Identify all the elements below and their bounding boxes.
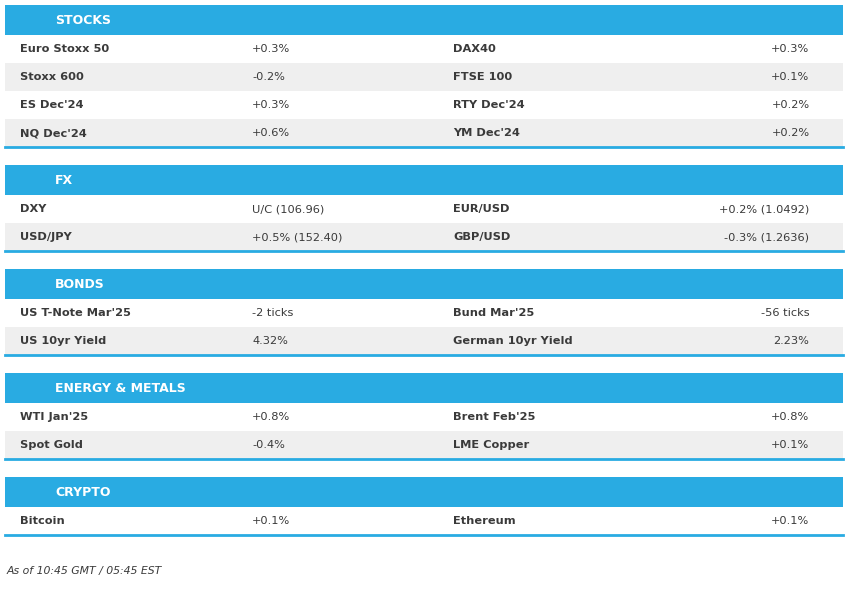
Text: Bitcoin: Bitcoin (20, 516, 64, 526)
Text: German 10yr Yield: German 10yr Yield (454, 336, 573, 346)
Text: Euro Stoxx 50: Euro Stoxx 50 (20, 44, 109, 54)
Text: DXY: DXY (20, 204, 47, 214)
Text: FTSE 100: FTSE 100 (454, 72, 512, 82)
Bar (5, 403, 843, 431)
Text: +0.2%: +0.2% (772, 100, 810, 110)
Bar (5, 91, 843, 119)
Text: LME Copper: LME Copper (454, 440, 530, 450)
Text: US T-Note Mar'25: US T-Note Mar'25 (20, 308, 131, 318)
Text: FX: FX (55, 174, 74, 187)
Text: +0.1%: +0.1% (771, 516, 810, 526)
Text: +0.1%: +0.1% (252, 516, 291, 526)
Text: 2.23%: 2.23% (773, 336, 810, 346)
Text: USD/JPY: USD/JPY (20, 232, 72, 242)
Text: EUR/USD: EUR/USD (454, 204, 510, 214)
Bar (5, 165, 843, 195)
Text: US 10yr Yield: US 10yr Yield (20, 336, 106, 346)
Text: STOCKS: STOCKS (55, 14, 111, 27)
Text: +0.8%: +0.8% (771, 412, 810, 422)
Text: GBP/USD: GBP/USD (454, 232, 510, 242)
Text: +0.3%: +0.3% (771, 44, 810, 54)
Text: NQ Dec'24: NQ Dec'24 (20, 128, 86, 138)
Bar (5, 5, 843, 35)
Text: RTY Dec'24: RTY Dec'24 (454, 100, 525, 110)
Bar (5, 195, 843, 223)
Text: YM Dec'24: YM Dec'24 (454, 128, 520, 138)
Bar (5, 119, 843, 147)
Bar (5, 35, 843, 63)
Bar (5, 269, 843, 299)
Text: Ethereum: Ethereum (454, 516, 516, 526)
Bar (5, 223, 843, 251)
Bar (5, 327, 843, 355)
Text: +0.6%: +0.6% (252, 128, 290, 138)
Text: +0.3%: +0.3% (252, 100, 291, 110)
Text: -0.4%: -0.4% (252, 440, 285, 450)
Bar (5, 431, 843, 459)
Bar (5, 477, 843, 507)
Text: +0.1%: +0.1% (771, 72, 810, 82)
Text: Brent Feb'25: Brent Feb'25 (454, 412, 536, 422)
Text: +0.3%: +0.3% (252, 44, 291, 54)
Text: WTI Jan'25: WTI Jan'25 (20, 412, 88, 422)
Text: Bund Mar'25: Bund Mar'25 (454, 308, 534, 318)
Text: U/C (106.96): U/C (106.96) (252, 204, 325, 214)
Text: -2 ticks: -2 ticks (252, 308, 293, 318)
Text: As of 10:45 GMT / 05:45 EST: As of 10:45 GMT / 05:45 EST (7, 566, 162, 576)
Text: -56 ticks: -56 ticks (761, 308, 810, 318)
Text: BONDS: BONDS (55, 278, 105, 291)
Bar (5, 299, 843, 327)
Bar (5, 373, 843, 403)
Text: +0.5% (152.40): +0.5% (152.40) (252, 232, 343, 242)
Text: ENERGY & METALS: ENERGY & METALS (55, 382, 186, 395)
Text: +0.1%: +0.1% (771, 440, 810, 450)
Text: -0.2%: -0.2% (252, 72, 285, 82)
Text: Stoxx 600: Stoxx 600 (20, 72, 84, 82)
Bar (5, 63, 843, 91)
Text: Spot Gold: Spot Gold (20, 440, 83, 450)
Text: ES Dec'24: ES Dec'24 (20, 100, 84, 110)
Text: 4.32%: 4.32% (252, 336, 288, 346)
Text: +0.2%: +0.2% (772, 128, 810, 138)
Text: DAX40: DAX40 (454, 44, 496, 54)
Text: +0.2% (1.0492): +0.2% (1.0492) (719, 204, 810, 214)
Text: CRYPTO: CRYPTO (55, 485, 111, 498)
Text: +0.8%: +0.8% (252, 412, 291, 422)
Bar (5, 507, 843, 535)
Text: -0.3% (1.2636): -0.3% (1.2636) (724, 232, 810, 242)
